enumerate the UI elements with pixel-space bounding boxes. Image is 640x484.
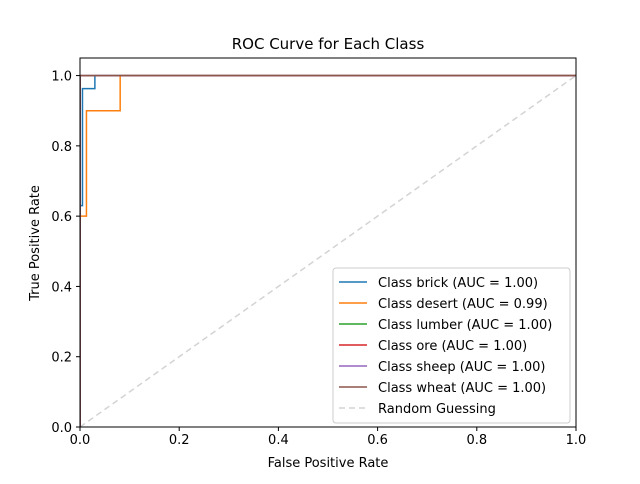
- chart-title: ROC Curve for Each Class: [232, 35, 425, 53]
- y-tick-label: 1.0: [51, 70, 72, 85]
- x-tick-label: 0.8: [466, 433, 487, 448]
- random-guessing-line: [80, 74, 576, 427]
- legend-box: [332, 267, 571, 424]
- legend-label: Class sheep (AUC = 1.00): [378, 360, 545, 375]
- x-tick-label: 0.0: [70, 433, 91, 448]
- legend-label: Class ore (AUC = 1.00): [378, 339, 527, 354]
- legend-label: Class desert (AUC = 0.99): [378, 297, 548, 312]
- plot-area: [79, 57, 577, 428]
- series-line-5: [80, 74, 576, 427]
- legend: Class brick (AUC = 1.00) Class desert (AU…: [332, 267, 571, 424]
- x-axis-label: False Positive Rate: [268, 456, 389, 471]
- legend-label: Random Guessing: [378, 402, 496, 417]
- y-tick-label: 0.0: [51, 421, 72, 436]
- x-tick-label: 0.4: [268, 433, 289, 448]
- y-tick-label: 0.4: [51, 280, 72, 295]
- x-tick-label: 1.0: [566, 433, 587, 448]
- plot-frame: [79, 57, 577, 428]
- y-tick-label: 0.6: [51, 210, 72, 225]
- series-group: [80, 74, 576, 427]
- x-tick-label: 0.6: [367, 433, 388, 448]
- y-axis-label: True Positive Rate: [28, 185, 43, 302]
- legend-label: Class lumber (AUC = 1.00): [378, 318, 552, 333]
- legend-label: Class brick (AUC = 1.00): [378, 276, 538, 291]
- x-tick-label: 0.2: [169, 433, 190, 448]
- y-tick-label: 0.2: [51, 351, 72, 366]
- y-tick-label: 0.8: [51, 140, 72, 155]
- axis-ticks: 0.0 0.2 0.4 0.6 0.8 1.0 0.0 0.2 0.4 0.6 0.8 1.0: [51, 70, 586, 448]
- legend-label: Class wheat (AUC = 1.00): [378, 381, 546, 396]
